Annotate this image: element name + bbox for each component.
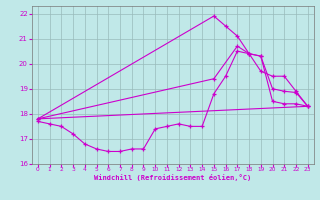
- X-axis label: Windchill (Refroidissement éolien,°C): Windchill (Refroidissement éolien,°C): [94, 174, 252, 181]
